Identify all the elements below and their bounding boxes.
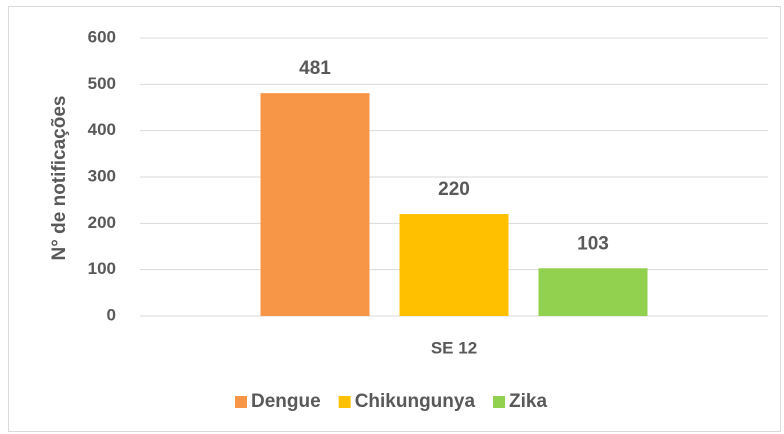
y-tick-label: 0 (107, 305, 116, 324)
y-tick-label: 500 (88, 74, 116, 93)
y-tick-label: 200 (88, 213, 116, 232)
legend-swatch (493, 396, 506, 408)
y-tick-label: 400 (88, 120, 116, 139)
y-tick-label: 100 (88, 259, 116, 278)
chart-border (8, 6, 781, 432)
bar (399, 214, 509, 316)
bar (538, 268, 648, 316)
legend-label: Dengue (251, 391, 321, 412)
data-label: 103 (577, 233, 609, 254)
y-tick-label: 600 (88, 27, 116, 46)
data-label: 481 (299, 58, 331, 79)
legend-swatch (235, 396, 247, 408)
y-tick-label: 300 (88, 166, 116, 185)
legend-swatch (338, 396, 351, 408)
data-label: 220 (438, 179, 470, 200)
bar (260, 93, 370, 317)
y-axis-label: N° de notificações (49, 96, 70, 261)
legend-label: Zika (509, 391, 547, 412)
legend-label: Chikungunya (355, 391, 476, 412)
x-tick-label: SE 12 (431, 338, 477, 357)
